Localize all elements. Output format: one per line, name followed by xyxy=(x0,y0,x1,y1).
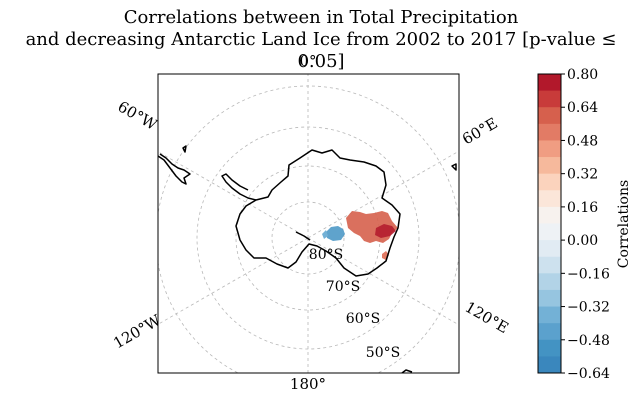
colorbar: 0.80 0.64 0.48 0.32 0.16 0.00 −0.16 −0.32 −0.48 −… xyxy=(537,67,632,382)
colorbar-band xyxy=(538,306,561,324)
colorbar-tick-label: 0.32 xyxy=(567,167,598,183)
colorbar-tick-label: 0.80 xyxy=(567,67,598,83)
colorbar-tick-label: 0.64 xyxy=(567,100,598,116)
parallel-label-50s: 50°S xyxy=(366,345,400,361)
colorbar-tick-label: 0.16 xyxy=(567,200,598,216)
colorbar-band xyxy=(538,173,561,191)
parallel-label-70s: 70°S xyxy=(326,279,360,295)
colorbar-band xyxy=(538,206,561,224)
colorbar-blocks xyxy=(538,74,561,374)
colorbar-band xyxy=(538,289,561,308)
meridian-label-bottom: 180° xyxy=(290,375,326,393)
colorbar-band xyxy=(538,107,561,125)
colorbar-tick-label: −0.32 xyxy=(567,300,610,316)
colorbar-band xyxy=(538,157,561,175)
meridian-labels: 0° 180° 60°W 60°E 120°W 120°E xyxy=(110,52,511,393)
parallel-label-80s: 80°S xyxy=(309,247,343,263)
parallel-label-60s: 60°S xyxy=(346,311,380,327)
south-america-coastline xyxy=(158,153,191,185)
colorbar-tick-label: −0.48 xyxy=(567,333,610,349)
meridian-120w xyxy=(158,237,309,325)
colorbar-band xyxy=(538,273,561,291)
map-frame xyxy=(157,73,460,374)
colorbar-tick-label: 0.00 xyxy=(567,233,598,249)
new-zealand-coastline xyxy=(401,369,413,373)
colorbar-tick-label: −0.64 xyxy=(567,366,610,382)
map-panel xyxy=(157,73,460,374)
colorbar-band xyxy=(538,323,561,341)
colorbar-band xyxy=(538,140,561,158)
colorbar-band xyxy=(538,256,561,274)
colorbar-band xyxy=(538,339,561,357)
colorbar-band xyxy=(538,190,561,208)
meridian-label-lower-right: 120°E xyxy=(462,298,512,337)
meridian-60e xyxy=(307,150,459,239)
south-georgia-coastline xyxy=(182,145,187,153)
colorbar-tick-label: −0.16 xyxy=(567,266,610,282)
colorbar-band xyxy=(538,223,561,241)
coastlines xyxy=(158,145,457,373)
negative-correlation-region xyxy=(326,226,345,241)
graticule xyxy=(158,74,459,373)
colorbar-band xyxy=(538,74,561,92)
meridian-60w xyxy=(158,151,309,239)
colorbar-band xyxy=(538,356,561,374)
meridian-label-top: 0° xyxy=(299,52,316,70)
kerguelen-coastline xyxy=(451,163,457,171)
colorbar-band xyxy=(538,240,561,258)
colorbar-band xyxy=(538,123,561,141)
ross-sea-coastline xyxy=(295,231,311,241)
colorbar-frame xyxy=(537,73,562,374)
parallel-labels: 80°S 70°S 60°S 50°S xyxy=(309,247,400,361)
meridian-label-lower-left: 120°W xyxy=(110,311,164,353)
colorbar-tick-label: 0.48 xyxy=(567,133,598,149)
meridian-label-upper-right: 60°E xyxy=(459,114,501,148)
colorbar-label: Correlations xyxy=(616,180,632,268)
positive-correlation-core xyxy=(375,224,396,238)
negative-correlation-edge xyxy=(322,230,328,239)
colorbar-band xyxy=(538,90,561,108)
meridian-label-upper-left: 60°W xyxy=(115,97,161,134)
colorbar-ticks: 0.80 0.64 0.48 0.32 0.16 0.00 −0.16 −0.32 −0.48 −… xyxy=(561,67,610,382)
figure-title-line-1: Correlations between in Total Precipitat… xyxy=(123,7,519,28)
figure-title-line-2: and decreasing Antarctic Land Ice from 2… xyxy=(25,29,617,72)
antarctic-peninsula-coastline xyxy=(221,173,257,201)
antarctica-coastline xyxy=(235,149,401,277)
